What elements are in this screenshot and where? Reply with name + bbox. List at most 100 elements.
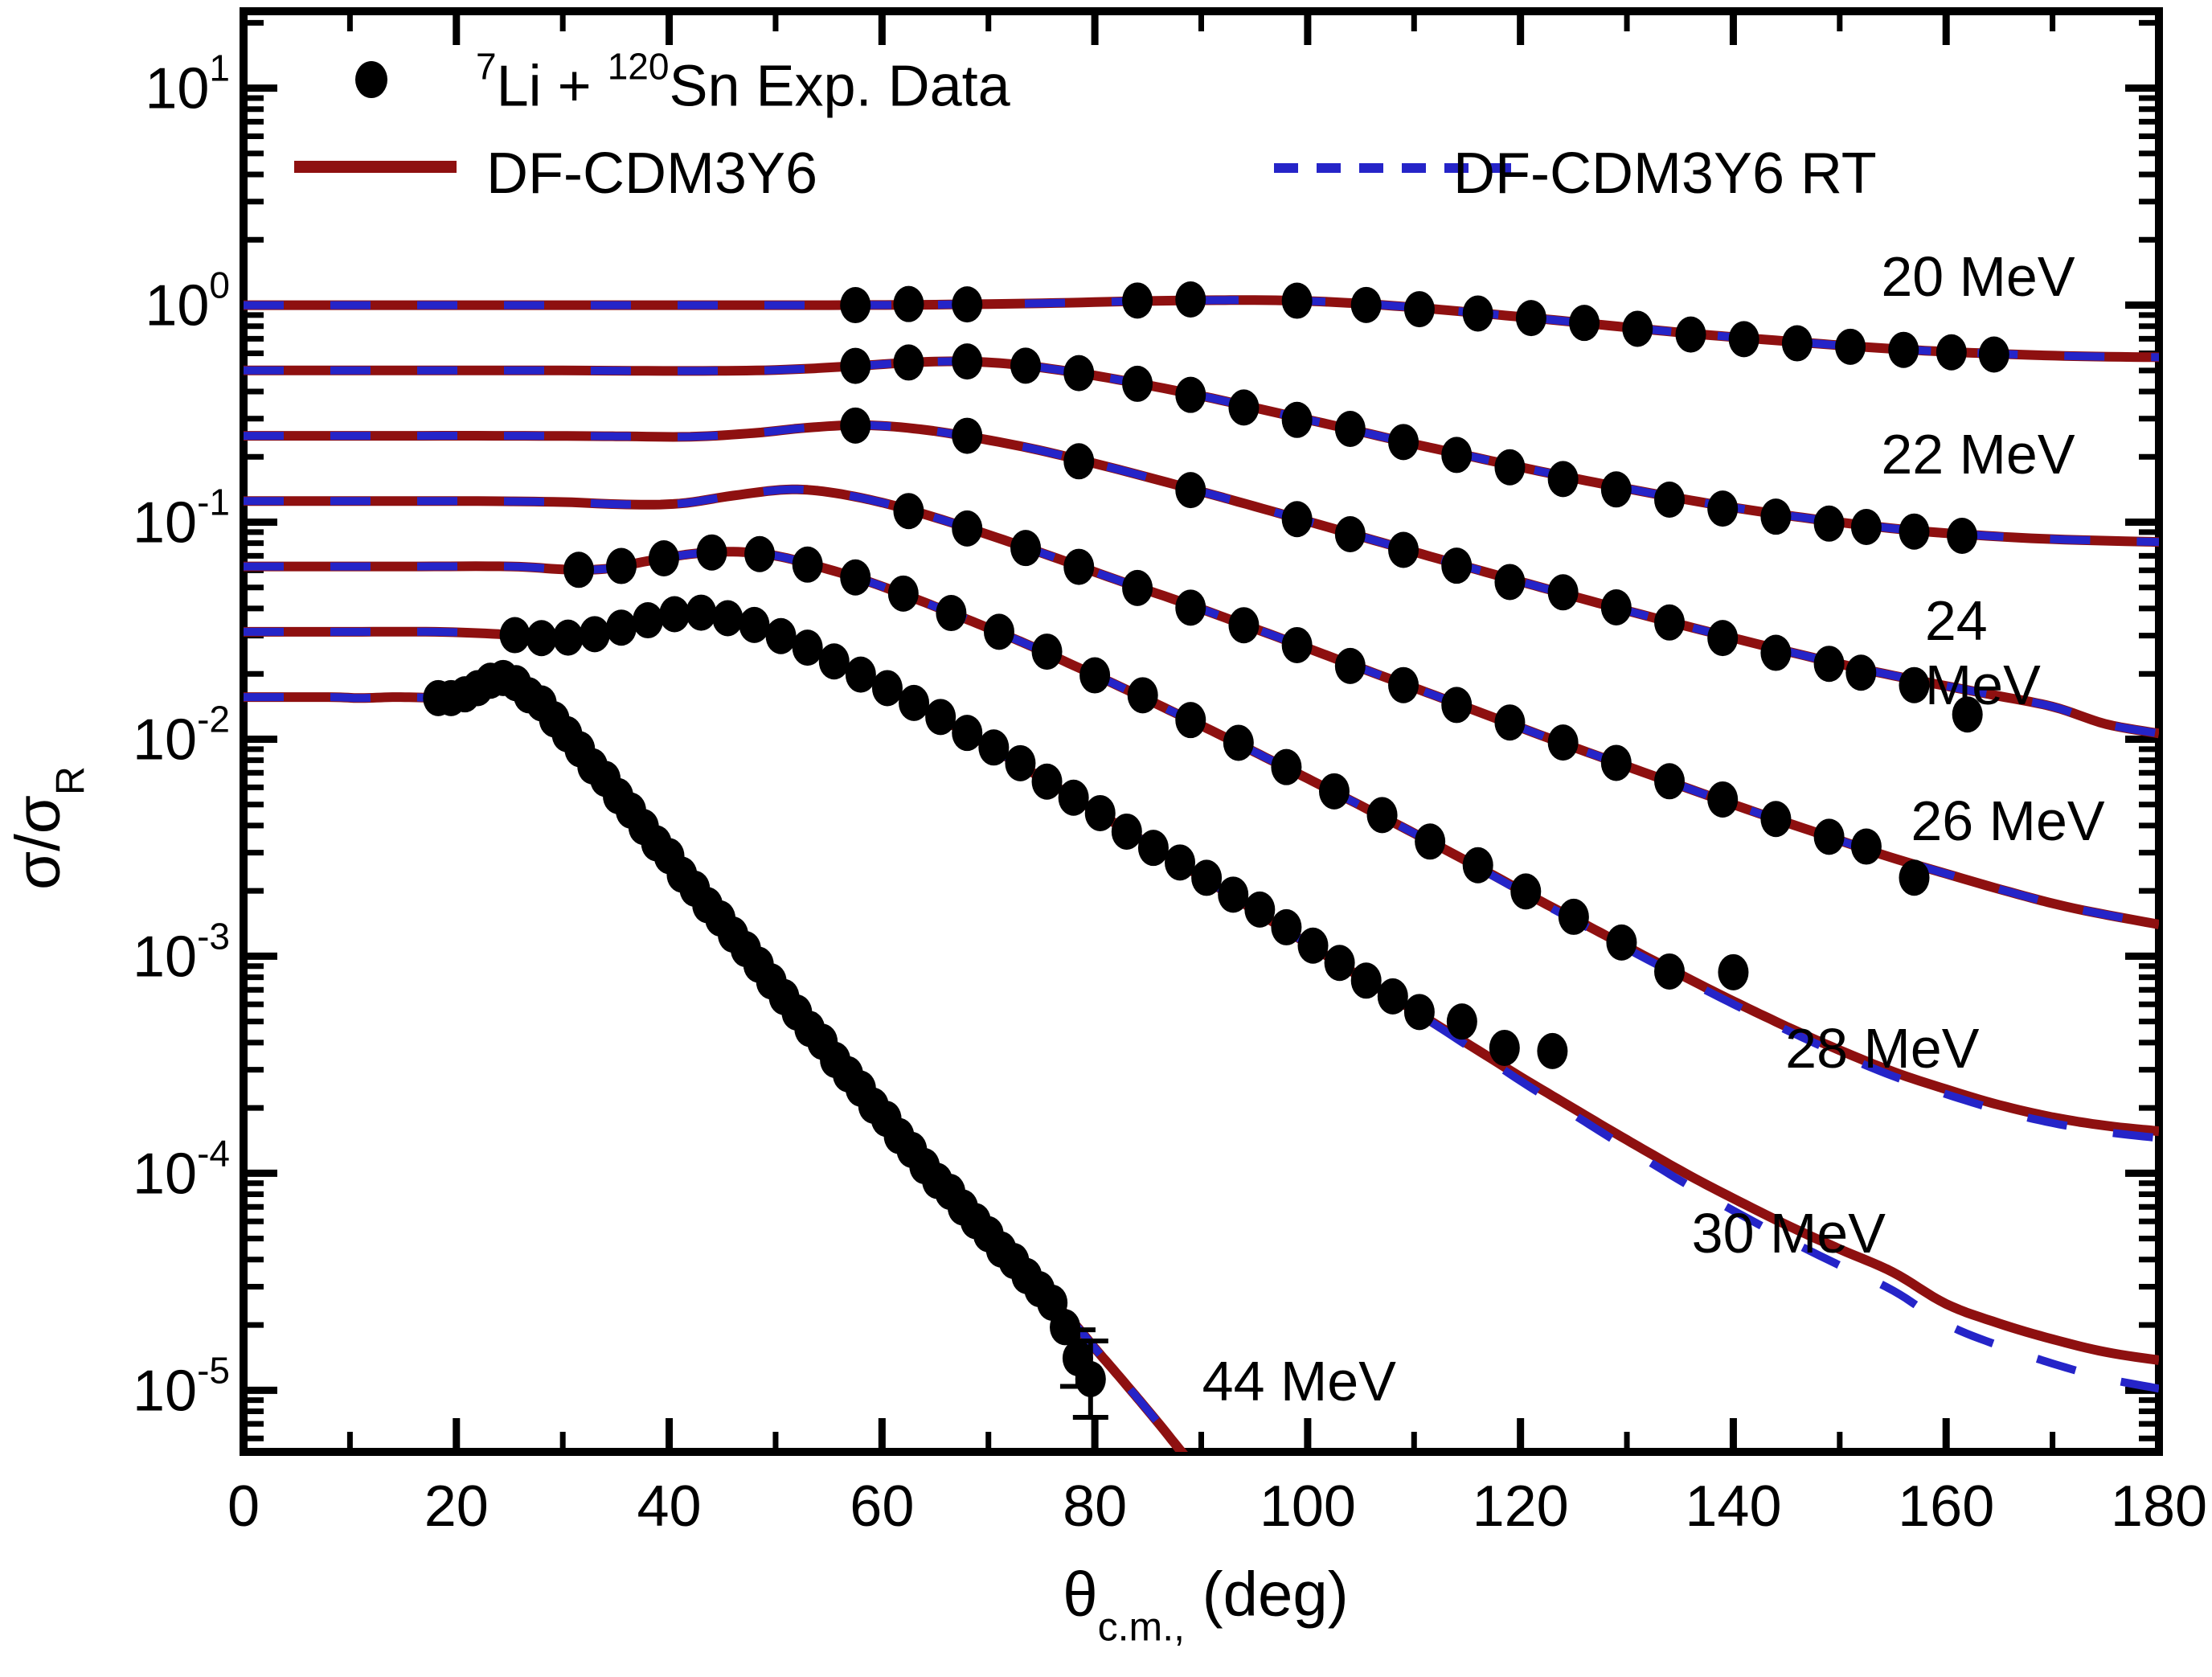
data-point	[1281, 626, 1313, 663]
legend-dashed-label: DF-CDM3Y6 RT	[1453, 141, 1877, 206]
data-point	[1058, 779, 1089, 816]
data-point	[1415, 823, 1446, 860]
data-point	[1175, 281, 1206, 318]
data-point	[1622, 310, 1653, 347]
x-tick-label-180: 180	[2111, 1474, 2207, 1539]
data-point	[1318, 773, 1350, 810]
data-point	[1122, 569, 1153, 606]
data-point	[1606, 924, 1637, 961]
data-point	[712, 600, 743, 637]
x-axis-unit: (deg)	[1184, 1558, 1349, 1630]
data-point	[1515, 300, 1546, 337]
data-point	[1334, 410, 1366, 447]
data-point	[1084, 794, 1116, 831]
data-point	[1510, 873, 1542, 910]
exp-data-points	[563, 534, 1749, 990]
data-point	[1441, 687, 1473, 724]
isotope-120-superscript: 120	[607, 45, 670, 88]
x-tick-label-80: 80	[1063, 1474, 1127, 1539]
data-point	[1334, 515, 1366, 552]
data-point	[1297, 927, 1329, 964]
data-point	[1707, 490, 1739, 527]
data-point	[633, 602, 664, 639]
data-point	[552, 619, 584, 656]
data-point	[1175, 376, 1206, 413]
data-point	[899, 684, 930, 721]
x-tick-label-60: 60	[850, 1474, 914, 1539]
data-point	[1600, 471, 1632, 508]
x-axis-symbol: θ	[1063, 1558, 1098, 1630]
data-point	[1494, 704, 1526, 741]
data-point	[1547, 461, 1579, 498]
x-axis-title: θc.m., (deg)	[1063, 1558, 1349, 1650]
exp-data-points	[840, 407, 1983, 733]
data-point	[1494, 564, 1526, 601]
data-point	[840, 287, 871, 324]
series-22mev	[244, 343, 2159, 555]
data-point	[1462, 295, 1493, 332]
legend-exp-label-li: Li +	[496, 54, 608, 119]
data-point	[952, 343, 983, 380]
exp-data-points	[423, 659, 1108, 1421]
data-point	[952, 510, 983, 547]
data-point	[952, 417, 983, 454]
x-axis-subscript: c.m.,	[1097, 1604, 1185, 1650]
data-point	[1031, 633, 1063, 670]
data-point	[1063, 355, 1095, 392]
data-point	[1547, 574, 1579, 611]
data-point	[1228, 607, 1260, 644]
data-point	[739, 606, 770, 643]
y-tick-label-1e0: 100	[145, 264, 230, 338]
data-point	[1281, 501, 1313, 538]
data-point	[1978, 336, 2009, 373]
exp-data-points	[840, 343, 1978, 555]
data-point	[1388, 666, 1419, 703]
data-point	[1845, 654, 1877, 691]
data-point	[1707, 620, 1739, 657]
data-point	[659, 596, 690, 633]
legend-exp-label: 7Li + 120Sn Exp. Data	[476, 46, 1010, 120]
energy-label-22mev: 22 MeV	[1881, 422, 2075, 486]
data-point	[1165, 844, 1196, 881]
data-point	[1350, 286, 1382, 323]
data-point	[1600, 588, 1632, 625]
y-tick-label-1e-1: 10-1	[133, 482, 230, 556]
data-point	[1403, 994, 1435, 1031]
data-point	[1063, 443, 1095, 480]
data-point	[1063, 548, 1095, 585]
data-point	[1122, 365, 1153, 402]
data-point	[499, 617, 530, 654]
data-point	[1760, 498, 1792, 535]
data-point	[1675, 316, 1706, 353]
data-point	[1403, 291, 1435, 328]
x-tick-label-120: 120	[1473, 1474, 1569, 1539]
data-point	[1441, 547, 1473, 584]
y-axis-symbol: σ/σ	[2, 795, 73, 891]
x-tick-label-40: 40	[637, 1474, 702, 1539]
y-axis-subscript: R	[47, 765, 93, 796]
exp-data-points	[840, 281, 2009, 373]
tick-labels: 0 20 40 60 80 100 120 140 160 180 101 100 10-1 10-2 10…	[133, 47, 2207, 1539]
data-point	[1223, 724, 1254, 761]
data-point	[1122, 282, 1153, 319]
data-point	[1899, 666, 1930, 703]
energy-label-44mev: 44 MeV	[1202, 1350, 1396, 1413]
data-point	[978, 729, 1010, 766]
y-tick-label-1e1: 101	[145, 47, 230, 121]
data-point	[1075, 1361, 1106, 1398]
data-point	[1244, 891, 1276, 928]
y-tick-label-1e-2: 10-2	[133, 698, 230, 772]
data-point	[1888, 331, 1919, 368]
exp-data-points	[499, 594, 1568, 1069]
series-44mev	[244, 659, 1188, 1452]
data-point	[1781, 325, 1813, 362]
data-point	[1228, 389, 1260, 426]
data-point	[1079, 657, 1111, 694]
energy-label-28mev: 28 MeV	[1785, 1017, 1980, 1080]
data-point	[1388, 424, 1419, 461]
data-point	[1899, 513, 1930, 550]
data-point	[845, 656, 876, 693]
series-24mev	[244, 407, 2159, 739]
data-point	[1441, 437, 1473, 474]
